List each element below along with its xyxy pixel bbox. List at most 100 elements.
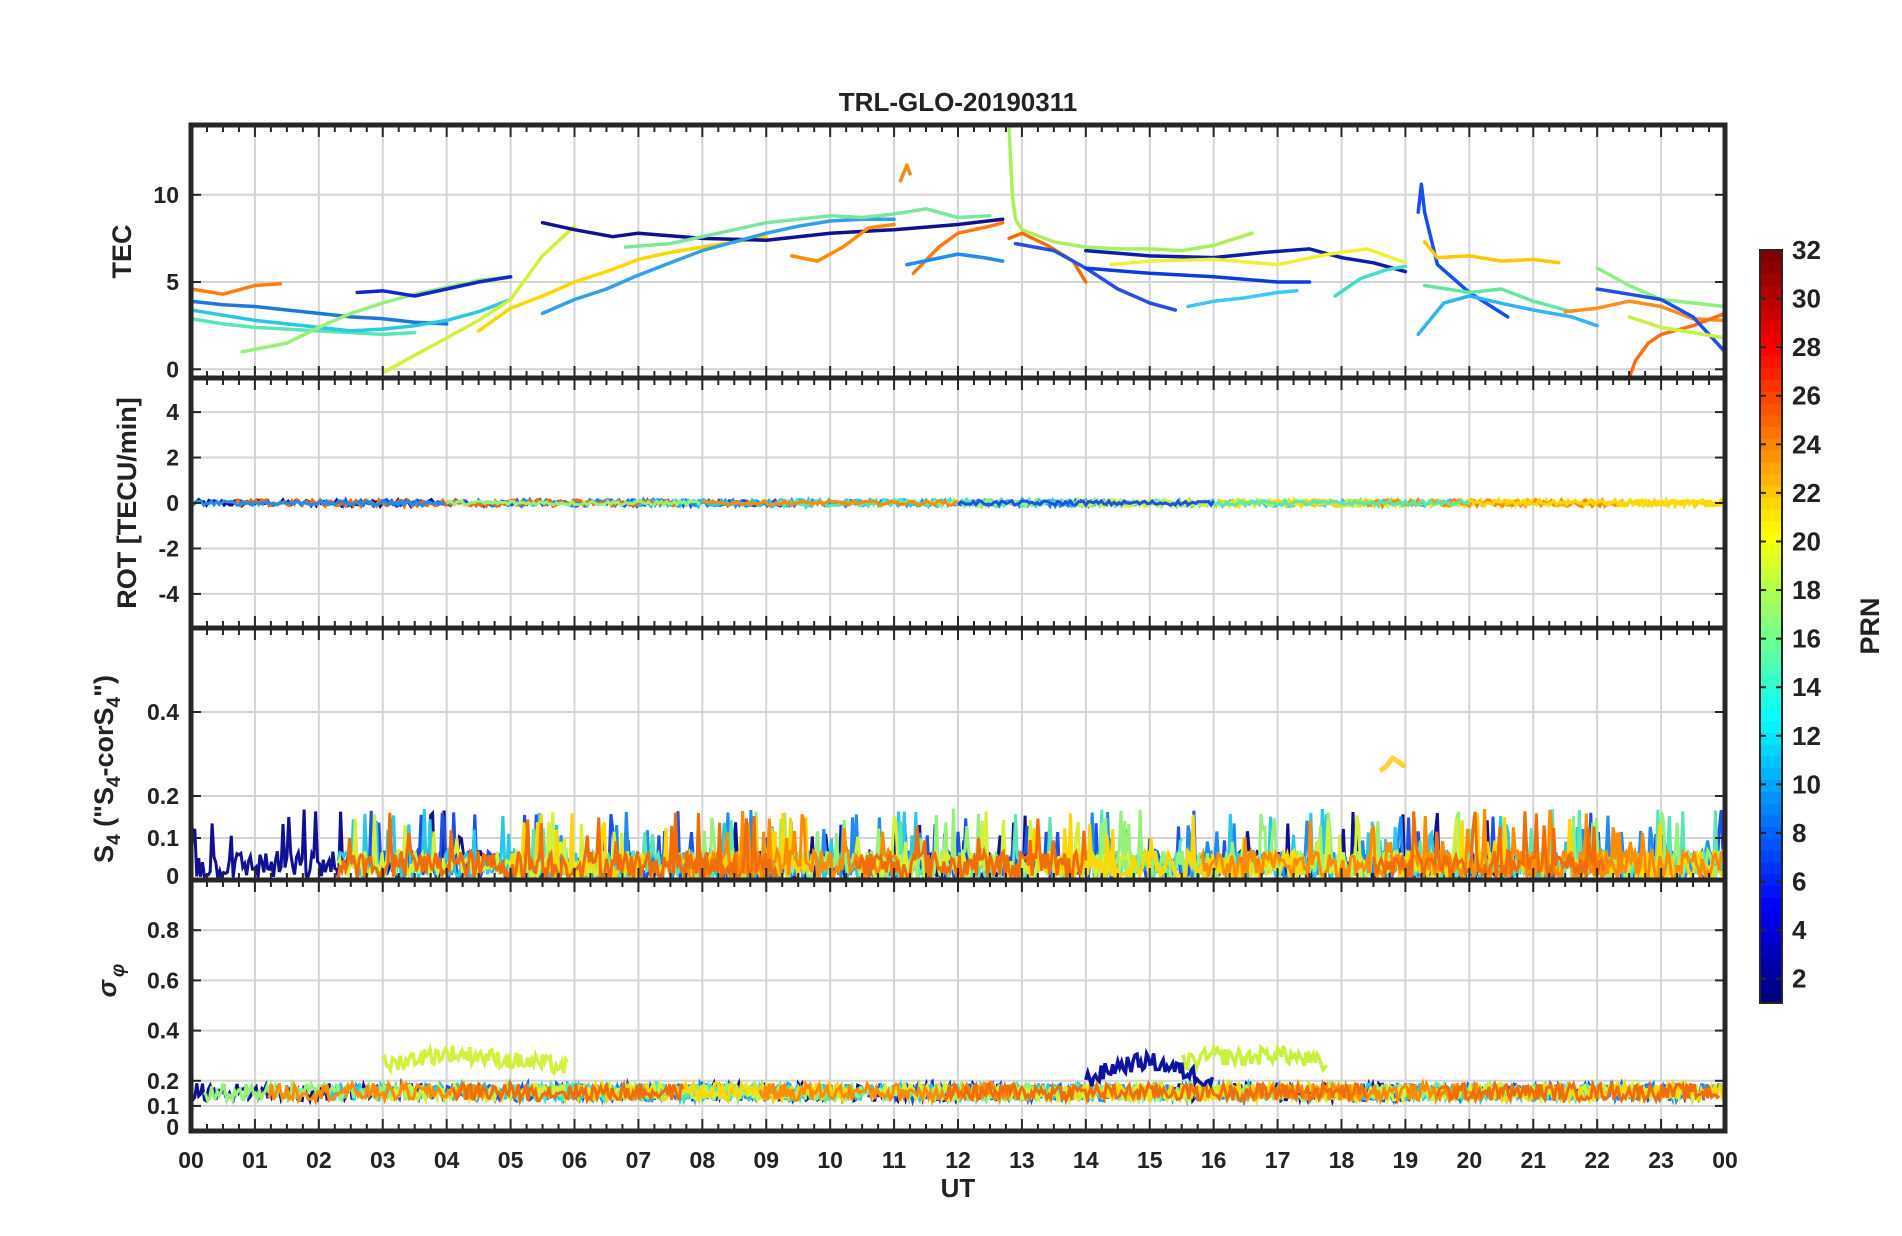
x-tick-label: 01 — [242, 1147, 268, 1173]
tec-series-line — [540, 217, 1005, 242]
x-tick-label: 10 — [817, 1147, 843, 1173]
y-axis-label: S4​ ("S4​-corS4​") — [89, 675, 125, 863]
colorbar-swatch — [1760, 838, 1782, 851]
chart-title: TRL-GLO-20190311 — [839, 87, 1077, 117]
colorbar-swatch — [1760, 626, 1782, 639]
x-tick-label: 13 — [1009, 1147, 1035, 1173]
y-axis-label-part: 4 — [104, 696, 125, 707]
colorbar-swatch — [1760, 579, 1782, 592]
rot-series-line — [1213, 498, 1471, 508]
colorbar-swatch — [1760, 250, 1782, 263]
colorbar-swatch — [1760, 591, 1782, 604]
y-tick-label: 0.4 — [147, 699, 179, 725]
colorbar-frame — [1759, 249, 1783, 1004]
y-tick-label: 5 — [166, 269, 179, 295]
x-tick-label: 21 — [1520, 1147, 1546, 1173]
colorbar-tick-label: 10 — [1792, 769, 1821, 799]
x-tick-label: 17 — [1265, 1147, 1291, 1173]
colorbar-tick-label: 18 — [1792, 575, 1821, 605]
colorbar-swatch — [1760, 261, 1782, 275]
x-tick-label: 05 — [498, 1147, 524, 1173]
colorbar-tick-label: 30 — [1792, 284, 1821, 314]
colorbar-tick-label: 2 — [1792, 964, 1806, 994]
colorbar-tick-label: 16 — [1792, 624, 1821, 654]
sigma-series-line — [510, 1078, 856, 1105]
colorbar-swatch — [1760, 414, 1782, 428]
colorbar-swatch — [1760, 920, 1782, 934]
y-tick-label: 0.1 — [147, 1093, 179, 1119]
y-axis-label: σφ — [92, 964, 129, 998]
colorbar-tick-label: 32 — [1792, 235, 1821, 265]
plot-area-tec — [191, 126, 1725, 378]
x-tick-label: 07 — [626, 1147, 652, 1173]
x-tick-label: 19 — [1393, 1147, 1419, 1173]
s4-peak-segment — [1378, 754, 1407, 773]
y-tick-label: 0.6 — [147, 967, 179, 993]
x-tick-label: 23 — [1648, 1147, 1674, 1173]
tec-series-line — [381, 224, 577, 375]
y-tick-label: 0 — [166, 490, 179, 516]
colorbar-tick-label: 26 — [1792, 381, 1821, 411]
x-tick-label: 09 — [753, 1147, 779, 1173]
y-axis-label-part: σ — [92, 978, 122, 997]
tec-series-line — [1416, 294, 1599, 337]
tec-series-line — [1422, 283, 1574, 314]
x-tick-label: 12 — [945, 1147, 971, 1173]
tec-series-line — [790, 222, 896, 263]
colorbar-swatch — [1760, 661, 1782, 675]
y-axis-label-part: 4 — [104, 834, 125, 845]
tec-series-line — [1563, 299, 1725, 323]
tec-series-line — [1007, 231, 1088, 284]
colorbar-swatch — [1760, 567, 1782, 581]
colorbar-swatch — [1760, 650, 1782, 663]
colorbar-swatch — [1760, 308, 1782, 322]
colorbar-swatch — [1760, 544, 1782, 557]
plot-area-sigma_phi — [191, 1042, 1725, 1107]
colorbar-swatch — [1760, 814, 1782, 828]
colorbar-swatch — [1760, 897, 1782, 910]
tec-series-line — [1007, 126, 1254, 253]
plot-area-rot — [191, 496, 1725, 511]
colorbar-swatch — [1760, 391, 1782, 404]
colorbar-swatch — [1760, 979, 1782, 992]
colorbar-swatch — [1760, 944, 1782, 957]
x-tick-label: 08 — [690, 1147, 716, 1173]
colorbar-swatch — [1760, 497, 1782, 510]
colorbar-swatch — [1760, 673, 1782, 686]
y-axis-label-part: ") — [89, 675, 119, 697]
colorbar-swatch — [1760, 955, 1782, 969]
colorbar-swatch — [1760, 297, 1782, 310]
rot-series-line — [956, 498, 1215, 508]
colorbar-swatch — [1760, 273, 1782, 286]
x-tick-label: 02 — [306, 1147, 332, 1173]
colorbar-swatch — [1760, 450, 1782, 463]
x-tick-label: 04 — [434, 1147, 460, 1173]
colorbar-swatch — [1760, 461, 1782, 475]
colorbar-swatch — [1760, 802, 1782, 816]
colorbar-swatch — [1760, 520, 1782, 533]
colorbar-swatch — [1760, 508, 1782, 522]
colorbar-swatch — [1760, 367, 1782, 381]
colorbar-label: PRN — [1855, 597, 1885, 654]
x-tick-label: 14 — [1073, 1147, 1099, 1173]
tec-series-line — [1422, 240, 1561, 265]
s4-series-line — [854, 818, 1088, 880]
sigma-elevated-segment — [1181, 1042, 1329, 1074]
sigma-series-line — [943, 1078, 1369, 1106]
colorbar-swatch — [1760, 685, 1782, 698]
y-axis-label-part: φ — [108, 964, 129, 977]
tec-series-line — [1627, 315, 1725, 340]
tec-series-line — [1013, 241, 1178, 312]
y-axis-label: ROT [TECU/min] — [112, 397, 142, 608]
y-tick-label: 0.4 — [147, 1018, 179, 1044]
tec-series-line — [1186, 289, 1299, 309]
colorbar-tick-label: 24 — [1792, 429, 1821, 459]
sigma-series-line — [1435, 1078, 1721, 1105]
tec-series-line — [623, 207, 992, 249]
rot-series-line — [1469, 498, 1725, 508]
colorbar-tick-label: 28 — [1792, 332, 1821, 362]
tec-series-line — [540, 217, 896, 316]
y-tick-label: 10 — [153, 182, 179, 208]
y-tick-label: 4 — [166, 399, 179, 425]
colorbar-swatch — [1760, 861, 1782, 875]
